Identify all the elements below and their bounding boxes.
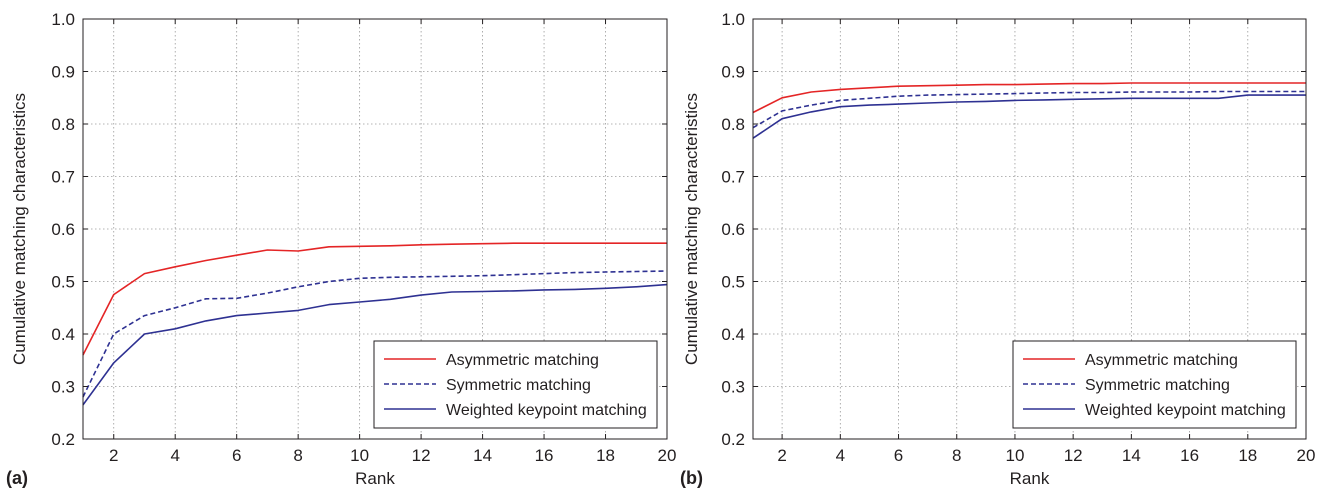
x-tick-label: 20: [658, 446, 677, 465]
x-tick-label: 12: [1064, 446, 1083, 465]
x-tick-label: 6: [232, 446, 241, 465]
y-tick-label: 0.6: [721, 220, 745, 239]
y-tick-label: 0.9: [721, 63, 745, 82]
x-tick-label: 8: [293, 446, 302, 465]
y-tick-label: 0.9: [51, 63, 75, 82]
legend-label-asymmetric: Asymmetric matching: [1085, 352, 1238, 369]
legend-label-weighted: Weighted keypoint matching: [446, 402, 647, 419]
x-axis-title: Rank: [355, 469, 395, 488]
x-tick-label: 6: [894, 446, 903, 465]
x-tick-label: 14: [473, 446, 492, 465]
y-tick-label: 0.8: [721, 115, 745, 134]
series-line-symmetric: [752, 90, 1306, 129]
x-tick-label: 2: [109, 446, 118, 465]
x-tick-label: 12: [412, 446, 431, 465]
legend-label-symmetric: Symmetric matching: [446, 377, 591, 394]
panel-label-b: (b): [680, 468, 703, 488]
x-tick-label: 20: [1297, 446, 1316, 465]
x-tick-label: 8: [952, 446, 961, 465]
y-tick-label: 0.6: [51, 220, 75, 239]
series-line-asymmetric: [752, 82, 1306, 114]
panel-label-a: (a): [6, 468, 28, 488]
x-tick-labels: 2 4 6 8 10 12 14 16 18 20: [777, 446, 1315, 465]
y-tick-label: 0.3: [721, 378, 745, 397]
x-tick-label: 18: [1238, 446, 1257, 465]
tick-marks: [753, 18, 1307, 440]
y-tick-label: 0.3: [51, 378, 75, 397]
y-tick-label: 1.0: [51, 10, 75, 29]
chart-panel-a: 0.2 0.3 0.4 0.5 0.6 0.7 0.8 0.9 1.0 2 4 6 8 10 12 14 16…: [6, 10, 676, 488]
x-tick-label: 18: [596, 446, 615, 465]
y-tick-labels: 0.2 0.3 0.4 0.5 0.6 0.7 0.8 0.9 1.0: [51, 10, 75, 449]
y-tick-label: 0.2: [721, 430, 745, 449]
series-lines: [752, 82, 1306, 139]
y-axis-title: Cumulative matching characteristics: [10, 93, 29, 365]
legend-label-asymmetric: Asymmetric matching: [446, 352, 599, 369]
x-tick-label: 10: [350, 446, 369, 465]
chart-panel-b: 0.2 0.3 0.4 0.5 0.6 0.7 0.8 0.9 1.0 2 4 6 8 10 12 14 16…: [680, 10, 1315, 488]
series-line-symmetric: [82, 270, 668, 398]
x-tick-label: 2: [777, 446, 786, 465]
y-tick-label: 0.4: [51, 325, 75, 344]
x-axis-title: Rank: [1010, 469, 1050, 488]
y-tick-label: 0.7: [721, 168, 745, 187]
x-tick-label: 4: [836, 446, 845, 465]
y-tick-label: 0.7: [51, 168, 75, 187]
tick-marks: [83, 18, 668, 440]
x-tick-labels: 2 4 6 8 10 12 14 16 18 20: [109, 446, 676, 465]
x-tick-label: 4: [170, 446, 179, 465]
y-tick-label: 0.2: [51, 430, 75, 449]
legend: Asymmetric matching Symmetric matching W…: [373, 340, 658, 429]
y-tick-label: 0.4: [721, 325, 745, 344]
y-tick-labels: 0.2 0.3 0.4 0.5 0.6 0.7 0.8 0.9 1.0: [721, 10, 745, 449]
y-axis-title: Cumulative matching characteristics: [682, 93, 701, 365]
y-tick-label: 0.5: [51, 273, 75, 292]
legend-label-weighted: Weighted keypoint matching: [1085, 402, 1286, 419]
y-tick-label: 0.8: [51, 115, 75, 134]
x-tick-label: 14: [1122, 446, 1141, 465]
legend: Asymmetric matching Symmetric matching W…: [1012, 340, 1297, 429]
legend-box: [1012, 340, 1297, 429]
x-tick-label: 16: [535, 446, 554, 465]
x-tick-label: 10: [1005, 446, 1024, 465]
y-tick-label: 1.0: [721, 10, 745, 29]
legend-label-symmetric: Symmetric matching: [1085, 377, 1230, 394]
series-line-asymmetric: [82, 242, 667, 356]
x-tick-label: 16: [1180, 446, 1199, 465]
legend-box: [373, 340, 658, 429]
series-lines: [82, 242, 668, 406]
y-tick-label: 0.5: [721, 273, 745, 292]
series-line-weighted: [752, 94, 1306, 139]
series-line-weighted: [82, 283, 668, 406]
